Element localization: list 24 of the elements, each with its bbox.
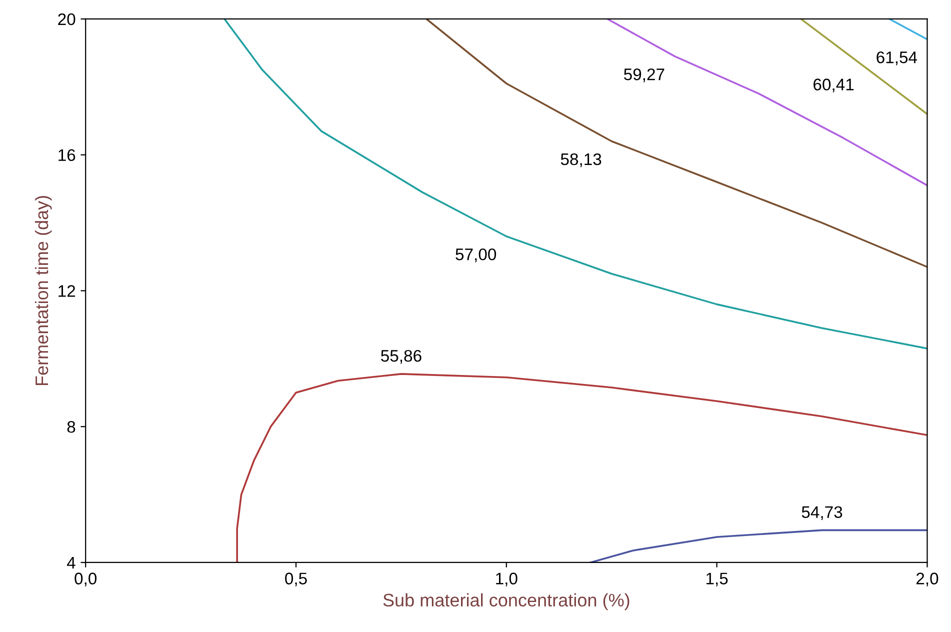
x-tick-label: 0,5	[285, 572, 307, 586]
y-tick-label: 20	[58, 13, 76, 26]
x-tick-label: 0,0	[74, 572, 97, 586]
y-tick-label: 8	[67, 421, 76, 433]
y-tick-label: 4	[66, 557, 76, 569]
line-series	[606, 18, 928, 186]
line-series	[590, 529, 928, 562]
x-tick-label: 1,0	[496, 572, 518, 586]
x-axis-title: Sub material concentration (%)	[383, 593, 630, 610]
annotation: 55,86	[381, 350, 422, 364]
annotation: 61,54	[876, 51, 918, 66]
line-series	[426, 18, 928, 268]
x-tick-label: 1,5	[706, 572, 728, 586]
annotation: 57,00	[456, 248, 496, 262]
y-tick-label: 16	[58, 149, 76, 162]
annotation: 59,27	[624, 68, 664, 82]
line-series	[236, 373, 928, 562]
annotation: 60,41	[814, 78, 854, 92]
y-tick-label: 12	[58, 285, 76, 297]
line-series	[224, 18, 928, 350]
annotation: 58,13	[560, 153, 602, 168]
annotation: 54,73	[802, 506, 842, 520]
y-axis-title: Fermentation time (day)	[34, 196, 52, 386]
x-tick-label: 2,0	[916, 572, 938, 586]
